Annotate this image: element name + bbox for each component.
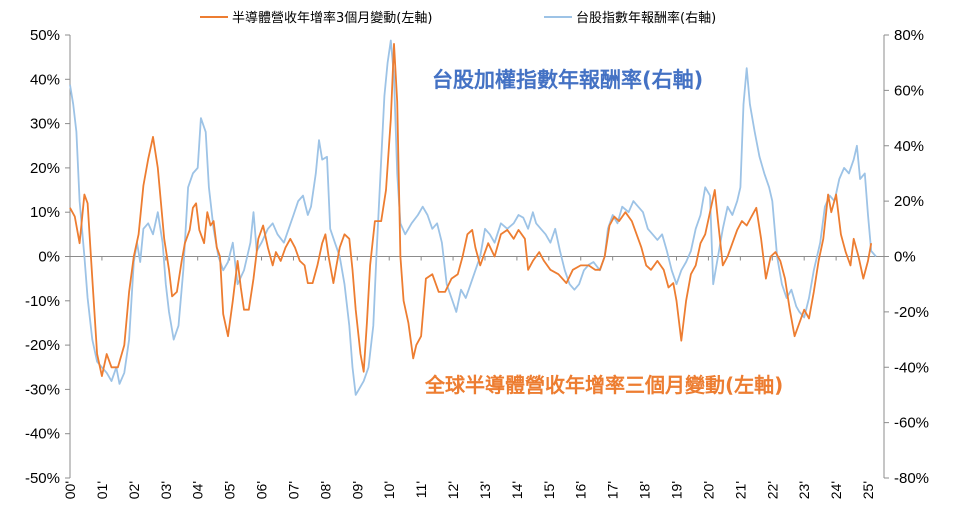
y-right-tick-label: 0% bbox=[894, 249, 916, 266]
y-right-tick-label: -60% bbox=[894, 415, 929, 432]
x-tick-label: 18' bbox=[637, 481, 653, 499]
x-tick-label: 05' bbox=[222, 481, 238, 499]
annotation-taiex: 台股加權指數年報酬率(右軸) bbox=[432, 68, 703, 92]
y-right-tick-label: -80% bbox=[894, 470, 929, 487]
x-tick-label: 08' bbox=[317, 481, 333, 499]
y-left-tick-labels: 50% 40% 30% 20% 10% 0% -10% -20% -30% -40% -50% bbox=[25, 27, 70, 487]
y-right-tick-label: 80% bbox=[894, 27, 924, 44]
y-right-tick-label: 40% bbox=[894, 138, 924, 155]
x-tick-label: 11' bbox=[413, 481, 429, 498]
y-left-tick-label: -10% bbox=[25, 293, 60, 310]
x-tick-label: 16' bbox=[573, 481, 589, 499]
x-tick-label: 21' bbox=[732, 481, 748, 499]
x-tick-label: 03' bbox=[158, 481, 174, 499]
y-left-tick-label: 20% bbox=[30, 160, 60, 177]
y-left-tick-label: 10% bbox=[30, 204, 60, 221]
y-right-tick-label: 60% bbox=[894, 82, 924, 99]
y-left-tick-label: 30% bbox=[30, 116, 60, 133]
y-left-tick-label: 0% bbox=[38, 249, 60, 266]
y-left-tick-label: -20% bbox=[25, 337, 60, 354]
x-tick-label: 09' bbox=[349, 481, 365, 499]
series-group bbox=[69, 39, 877, 396]
y-right-tick-label: -40% bbox=[894, 359, 929, 376]
annotation-semi: 全球半導體營收年增率三個月變動(左軸) bbox=[424, 373, 783, 397]
x-tick-label: 06' bbox=[254, 481, 270, 499]
x-tick-label: 19' bbox=[669, 481, 685, 499]
x-tick-label: 24' bbox=[828, 481, 844, 499]
y-right-tick-label: 20% bbox=[894, 193, 924, 210]
x-tick-label: 12' bbox=[445, 481, 461, 499]
x-tick-label: 15' bbox=[541, 481, 557, 499]
legend-label-semi: 半導體營收年增率3個月變動(左軸) bbox=[232, 10, 432, 26]
legend-label-taiex: 台股指數年報酬率(右軸) bbox=[576, 10, 716, 26]
x-tick-label: 22' bbox=[764, 481, 780, 499]
legend: 半導體營收年增率3個月變動(左軸) 台股指數年報酬率(右軸) bbox=[200, 10, 716, 26]
y-left-tick-label: 50% bbox=[30, 27, 60, 44]
x-tick-label: 07' bbox=[285, 481, 301, 499]
x-tick-label: 14' bbox=[509, 481, 525, 499]
series-line-taiex bbox=[69, 39, 877, 396]
x-tick-label: 23' bbox=[796, 481, 812, 499]
y-right-tick-labels: 80% 60% 40% 20% 0% -20% -40% -60% -80% bbox=[884, 27, 929, 487]
y-left-tick-label: -40% bbox=[25, 426, 60, 443]
x-tick-labels: 00' 01' 02' 03' 04' 05' 06' 07' 08' 09' 10' 11' 12' 1… bbox=[62, 256, 876, 499]
y-left-tick-label: -50% bbox=[25, 470, 60, 487]
x-tick-label: 25' bbox=[860, 481, 876, 499]
y-left-tick-label: -30% bbox=[25, 381, 60, 398]
x-tick-label: 02' bbox=[126, 481, 142, 499]
x-tick-label: 01' bbox=[94, 481, 110, 499]
y-left-tick-label: 40% bbox=[30, 71, 60, 88]
x-tick-label: 10' bbox=[381, 481, 397, 499]
x-tick-label: 04' bbox=[190, 481, 206, 499]
x-tick-label: 20' bbox=[700, 481, 716, 499]
y-right-tick-label: -20% bbox=[894, 304, 929, 321]
x-tick-label: 17' bbox=[605, 481, 621, 499]
x-tick-label: 13' bbox=[477, 481, 493, 499]
x-tick-label: 00' bbox=[62, 481, 78, 499]
series-line-semiconductor bbox=[69, 43, 873, 377]
